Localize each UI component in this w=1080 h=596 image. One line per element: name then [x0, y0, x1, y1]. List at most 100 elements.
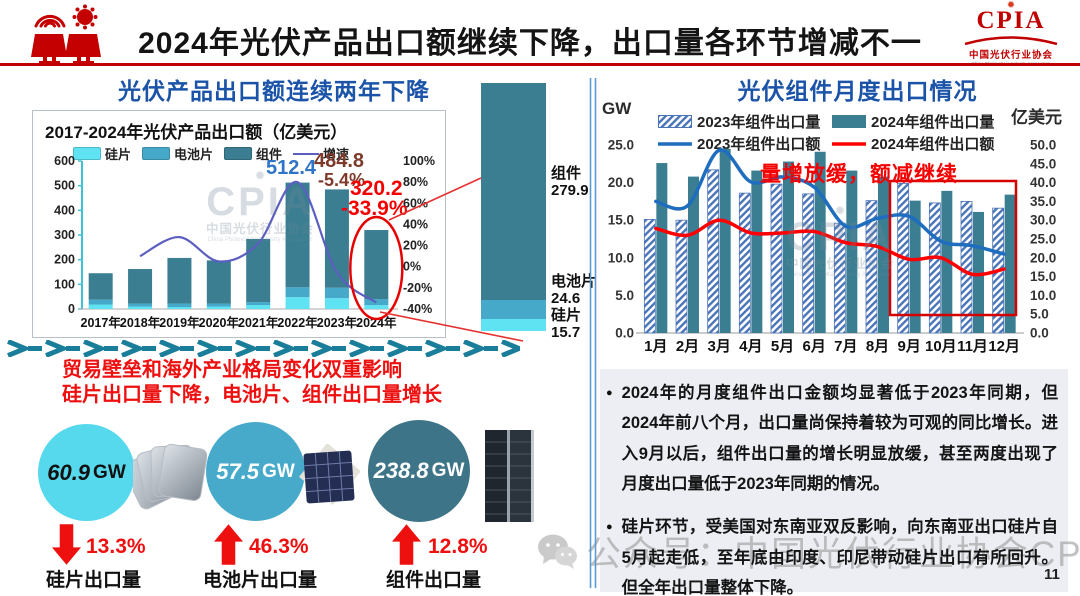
bar-2024-3月 [719, 148, 731, 333]
bar-2022年-电池片 [285, 287, 310, 298]
wafer-stack-image [133, 443, 207, 510]
annual-chart-card: 2017-2024年光伏产品出口额（亿美元） 硅片 电池片 组件 增速 0 100 200… [32, 110, 446, 338]
svg-text:11月: 11月 [957, 338, 988, 355]
svg-text:-20%: -20% [403, 281, 432, 295]
monthly-legend-bars: 2023年组件出口量 2024年组件出口量 [658, 111, 1006, 132]
bar-2024-1月 [656, 163, 668, 333]
svg-text:45.0: 45.0 [1030, 156, 1056, 171]
gw-axis-label: GW [602, 99, 632, 118]
svg-text:200: 200 [54, 253, 75, 267]
svg-text:0.0: 0.0 [1030, 326, 1049, 341]
bullet-text: 2024年的月度组件出口金额均显著低于2023年同期，但2024年前八个月，出口… [621, 384, 1058, 494]
bar-2021年-组件 [246, 238, 271, 303]
silicon-delta: 13.3% [86, 535, 146, 558]
bar-2024-9月 [909, 200, 921, 333]
bar-2020年-硅片 [206, 306, 231, 309]
up-arrow-icon [214, 524, 243, 565]
bar-2023-3月 [707, 169, 720, 334]
annual-chart-legend: 硅片 电池片 组件 增速 [73, 144, 349, 163]
left-section-title: 光伏产品出口额连续两年下降 [118, 78, 430, 104]
monthly-axes: 0.0 5.0 10.0 15.0 20.0 25.0 0.0 5.0 10.0 15.0 20.0… [608, 138, 1057, 356]
legend-swatch [224, 147, 253, 160]
svg-text:2024年: 2024年 [356, 315, 397, 330]
bar-2024-4月 [751, 170, 763, 333]
breakdown-cell-label: 电池片 24.6 [551, 273, 597, 307]
annotation-2023-value: 484.8 [314, 150, 365, 172]
svg-text:40%: 40% [403, 217, 428, 231]
solar-panel-image [485, 430, 534, 522]
bullet-item: ● 硅片环节，受美国对东南亚双反影响，向东南亚出口硅片自5月起走低，至年底由印度… [606, 512, 1058, 596]
svg-text:7月: 7月 [834, 338, 857, 355]
bar-2023年-硅片 [324, 298, 349, 309]
cpia-logo-swoosh [964, 36, 1058, 46]
legend-swatch [73, 147, 101, 160]
silicon-volume-circle: 60.9 GW [38, 424, 135, 521]
bar-2024-6月 [814, 151, 826, 333]
cpia-logo-cn: 中国光伏行业协会 [968, 50, 1053, 61]
legend-swatch [832, 115, 866, 128]
svg-text:10.0: 10.0 [608, 250, 634, 265]
breakdown-segment-组件 [481, 83, 546, 300]
svg-text:25.0: 25.0 [1030, 232, 1056, 247]
bar-2020年-电池片 [206, 303, 231, 307]
bar-2023-4月 [738, 192, 751, 334]
highlight-ellipse-2024 [349, 215, 404, 321]
bullets-content: ● 2024年的月度组件出口金额均显著低于2023年同期，但2024年前八个月，… [606, 378, 1058, 596]
bullets-panel [600, 369, 1068, 592]
solar-cell-image [299, 444, 360, 505]
svg-text:2022年: 2022年 [277, 315, 318, 330]
impact-statement: 贸易壁垒和海外产业格局变化双重影响 硅片出口量下降，电池片、组件出口量增长 [62, 359, 442, 406]
svg-text:2023年: 2023年 [317, 315, 358, 330]
bar-2018年-硅片 [128, 306, 153, 309]
up-arrow-icon [392, 524, 421, 565]
annotation-2024-growth: -33.9% [341, 197, 408, 220]
bar-2023年-电池片 [324, 287, 349, 299]
bar-2022年-组件 [285, 182, 310, 288]
svg-text:100: 100 [54, 277, 75, 291]
svg-text:12月: 12月 [988, 338, 1020, 355]
svg-text:15.0: 15.0 [608, 213, 634, 228]
module-label: 组件出口量 [386, 570, 482, 591]
bar-2024-12月 [1004, 194, 1016, 333]
annual-bars [88, 182, 389, 309]
legend-item-增速: 增速 [293, 144, 349, 163]
svg-text:5.0: 5.0 [615, 288, 634, 303]
bar-2024-2月 [688, 176, 699, 333]
breakdown-bar-2024 [481, 83, 546, 331]
svg-text:5.0: 5.0 [1030, 307, 1049, 322]
bar-2024-11月 [973, 211, 984, 333]
module-delta: 12.8% [428, 535, 488, 558]
svg-text:0%: 0% [403, 260, 421, 274]
svg-text:100%: 100% [403, 154, 435, 168]
bar-2017年-硅片 [88, 304, 113, 309]
legend-item-2023年组件出口额: 2023年组件出口额 [658, 133, 832, 154]
annual-chart-title: 2017-2024年光伏产品出口额（亿美元） [45, 123, 348, 142]
svg-text:9月: 9月 [897, 338, 920, 355]
bar-2024-7月 [846, 170, 858, 333]
cpia-logo-brand: CPIA [976, 7, 1046, 34]
bar-2020年-组件 [206, 260, 231, 304]
bullet-dot: ● [606, 521, 613, 534]
monthly-annotation: 量增放缓，额减继续 [760, 163, 958, 186]
svg-text:8月: 8月 [866, 338, 889, 355]
page-title: 2024年光伏产品出口额继续下降，出口量各环节增减不一 [138, 27, 922, 60]
svg-text:10.0: 10.0 [1030, 288, 1056, 303]
annotation-2023-growth: -5.4% [318, 170, 366, 190]
cell-volume-circle: 57.5 GW [206, 422, 305, 521]
bar-2024-5月 [783, 161, 794, 333]
legend-swatch [142, 147, 171, 160]
right-section-title: 光伏组件月度出口情况 [737, 78, 978, 104]
svg-text:2019年: 2019年 [159, 315, 200, 330]
legend-swatch [293, 152, 320, 155]
bar-2017年-组件 [88, 273, 113, 300]
svg-text:300: 300 [54, 228, 75, 242]
svg-text:-40%: -40% [403, 302, 432, 316]
legend-item-电池片: 电池片 [142, 144, 213, 163]
svg-text:5月: 5月 [771, 338, 794, 355]
bullet-text: 硅片环节，受美国对东南亚双反影响，向东南亚出口硅片自5月起走低，至年底由印度、印… [621, 518, 1058, 596]
bar-2023-2月 [675, 219, 688, 334]
legend-item-硅片: 硅片 [73, 144, 131, 163]
svg-text:2020年: 2020年 [199, 315, 240, 330]
svg-text:30.0: 30.0 [1030, 213, 1056, 228]
